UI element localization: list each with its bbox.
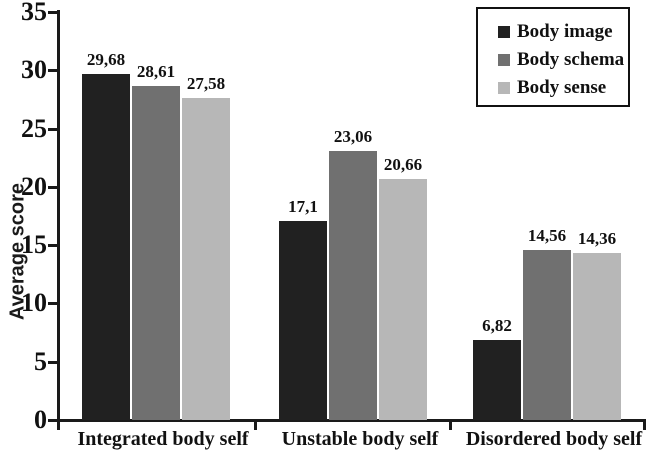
- x-tick: [254, 420, 257, 430]
- y-tick: [48, 302, 58, 306]
- y-tick: [48, 360, 58, 364]
- y-tick: [48, 244, 58, 248]
- y-tick: [48, 69, 58, 73]
- y-tick-label: 15: [21, 230, 47, 260]
- legend-label-body-schema: Body schema: [517, 49, 625, 70]
- bar-value-label: 27,58: [186, 74, 226, 94]
- legend-swatch-body-sense: [498, 82, 510, 94]
- y-tick-label: 20: [21, 171, 47, 201]
- bar: [182, 98, 230, 420]
- bar: [379, 179, 427, 420]
- legend-label-body-image: Body image: [517, 21, 613, 42]
- x-category-label: Integrated body self: [77, 428, 249, 450]
- y-tick: [48, 419, 58, 422]
- x-category-label: Unstable body self: [281, 428, 439, 450]
- bar: [473, 340, 521, 420]
- legend-label-body-sense: Body sense: [517, 77, 607, 98]
- legend: Body image Body schema Body sense: [476, 7, 630, 107]
- legend-swatch-body-image: [498, 26, 510, 38]
- y-tick-label: 0: [34, 405, 47, 434]
- bar-value-label: 23,06: [333, 127, 373, 147]
- bar-value-label: 14,56: [527, 226, 567, 246]
- y-tick: [48, 127, 58, 131]
- y-tick-label: 30: [21, 55, 47, 85]
- y-tick: [48, 185, 58, 189]
- y-axis-line: [57, 10, 60, 430]
- x-axis-line: [57, 419, 646, 422]
- x-tick: [643, 420, 646, 430]
- bar-value-label: 6,82: [482, 316, 512, 336]
- bar: [329, 151, 377, 420]
- bar: [573, 252, 621, 420]
- bar-value-label: 20,66: [383, 155, 423, 175]
- bar: [132, 86, 180, 420]
- y-tick-label: 35: [21, 0, 47, 26]
- legend-swatch-body-schema: [498, 54, 510, 66]
- y-tick-label: 5: [34, 346, 47, 376]
- y-tick-label: 10: [21, 288, 47, 318]
- bar: [279, 220, 327, 420]
- y-tick: [48, 11, 58, 14]
- bar: [523, 250, 571, 420]
- legend-item-body-schema: Body schema: [498, 46, 628, 74]
- y-tick-label: 25: [21, 113, 47, 143]
- legend-item-body-image: Body image: [498, 18, 628, 46]
- bar-value-label: 28,61: [136, 62, 176, 82]
- bar-value-label: 17,1: [288, 196, 318, 216]
- x-tick: [449, 420, 452, 430]
- legend-item-body-sense: Body sense: [498, 74, 628, 102]
- bar-value-label: 29,68: [86, 50, 126, 70]
- bar: [82, 74, 130, 420]
- bar-value-label: 14,36: [577, 228, 617, 248]
- x-category-label: Disordered body self: [465, 428, 643, 450]
